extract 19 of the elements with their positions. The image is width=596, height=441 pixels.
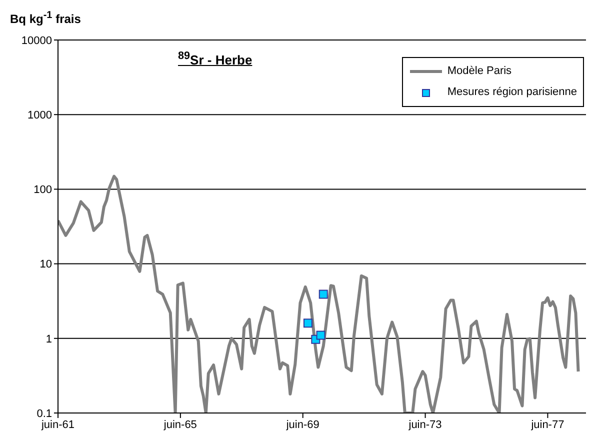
y-tick-label: 10 [40,258,52,271]
y-axis-title: Bq kg$^{-1}$ frais [10,10,81,26]
line-series [58,174,580,413]
legend-label: Modèle Paris [447,64,512,79]
y-tick-label: 1000 [28,110,52,122]
y-tick-label: 1 [46,333,52,346]
point [318,290,328,299]
y-tick-label: 10000 [21,34,52,47]
x-tick-label: juin-73 [408,418,442,431]
point [316,330,326,340]
y-tick-label: 100 [34,184,52,196]
x-tick-label: juin-61 [40,418,75,431]
x-tick-label: juin-77 [530,418,564,431]
x-tick-label: juin-65 [162,418,197,431]
point [303,318,312,328]
x-tick-label: juin-69 [285,418,320,431]
legend-label: Mesures région parisienne [447,85,577,100]
y-tick-label: 0.1 [36,408,52,420]
text: $^{89}$Sr - Herbe [178,50,252,68]
